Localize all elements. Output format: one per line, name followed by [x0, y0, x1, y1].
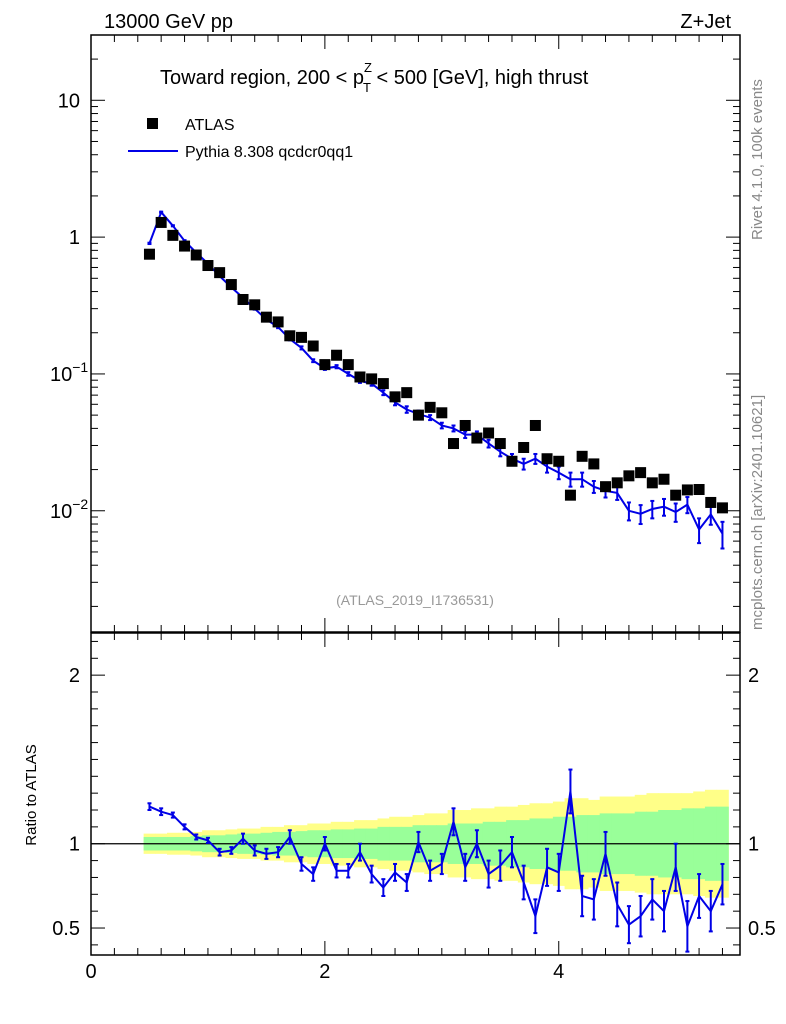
atlas-data-point: [366, 373, 378, 385]
atlas-data-point: [518, 441, 530, 453]
rivet-side-label: Rivet 4.1.0, 100k events: [749, 79, 766, 240]
atlas-data-point: [179, 240, 191, 252]
atlas-data-point: [155, 216, 167, 228]
ratio-ytick-label-right: 1: [748, 834, 759, 856]
atlas-data-point: [553, 455, 565, 467]
atlas-data-point: [307, 340, 319, 352]
atlas-data-point: [635, 467, 647, 479]
atlas-data-point: [459, 419, 471, 431]
atlas-data-point: [272, 316, 284, 328]
legend-pythia-label: Pythia 8.308 qcdcr0qq1: [185, 144, 353, 161]
ratio-marks: [91, 768, 740, 953]
atlas-data-point: [588, 458, 600, 470]
atlas-data-point: [471, 432, 483, 444]
ratio-axes: 2 21 10.5 0.50 2 4: [52, 633, 776, 983]
atlas-data-point: [284, 330, 296, 342]
atlas-data-point: [576, 450, 588, 462]
atlas-data-point: [412, 409, 424, 421]
atlas-data-point: [658, 473, 670, 485]
analysis-watermark: (ATLAS_2019_I1736531): [336, 592, 494, 608]
main-ytick-label: 1: [69, 227, 80, 249]
atlas-data-point: [295, 331, 307, 343]
atlas-data-point: [646, 477, 658, 489]
atlas-data-point: [436, 407, 448, 419]
atlas-data-point: [237, 293, 249, 305]
atlas-data-point: [670, 489, 682, 501]
atlas-data-point: [623, 470, 635, 482]
process-label: Z+Jet: [680, 11, 731, 33]
atlas-data-point: [693, 484, 705, 496]
atlas-data-point: [225, 279, 237, 291]
ratio-xtick-label: 4: [553, 961, 564, 983]
atlas-data-point: [249, 299, 261, 311]
atlas-data-point: [681, 484, 693, 496]
atlas-data-point: [377, 378, 389, 390]
atlas-data-point: [331, 349, 343, 361]
atlas-data-point: [600, 481, 612, 493]
atlas-data-point: [190, 249, 202, 261]
main-ytick-label: 10−1: [50, 359, 88, 386]
atlas-data-point: [342, 359, 354, 371]
ratio-ylabel: Ratio to ATLAS: [23, 744, 40, 845]
main-ytick-label: 10−2: [50, 496, 88, 523]
atlas-data-point: [483, 427, 495, 439]
atlas-data-point: [202, 260, 214, 272]
legend-atlas-marker: [147, 118, 158, 129]
main-axes: 10 1 10−1 10−2: [50, 34, 740, 632]
ratio-xtick-label: 2: [319, 961, 330, 983]
main-panel: (ATLAS_2019_I1736531) 10 1 10−1 10−2 Toward…: [50, 34, 741, 633]
atlas-data-point: [143, 248, 155, 260]
energy-label: 13000 GeV pp: [104, 11, 233, 33]
atlas-data-point: [214, 267, 226, 279]
ratio-ytick-label: 1: [69, 834, 80, 856]
atlas-data-point: [448, 438, 460, 450]
atlas-data-point: [260, 311, 272, 323]
atlas-data-point: [319, 359, 331, 371]
ratio-frame: [90, 632, 741, 956]
atlas-data-point: [354, 371, 366, 383]
ratio-ytick-label-right: 2: [748, 665, 759, 687]
ratio-ytick-label: 0.5: [52, 918, 80, 940]
atlas-data-point: [529, 419, 541, 431]
atlas-data-point: [564, 489, 576, 501]
ratio-ytick-label: 2: [69, 665, 80, 687]
mcplots-side-label: mcplots.cern.ch [arXiv:2401.10621]: [749, 395, 766, 630]
atlas-data-point: [389, 391, 401, 403]
ratio-ytick-label-right: 0.5: [748, 918, 776, 940]
main-frame: [90, 34, 741, 633]
main-marks: [143, 210, 728, 550]
atlas-data-point: [611, 477, 623, 489]
atlas-data-point: [401, 387, 413, 399]
atlas-data-point: [705, 496, 717, 508]
chart-title: Toward region, 200 < pZ T < 500 [GeV], hi…: [160, 60, 589, 95]
ratio-pythia-line: [149, 791, 724, 930]
pythia-line: [148, 210, 724, 535]
atlas-data-point: [494, 438, 506, 450]
main-ytick-label: 10: [58, 90, 80, 112]
atlas-data-point: [167, 229, 179, 241]
ratio-xtick-label: 0: [85, 961, 96, 983]
atlas-data-point: [716, 502, 728, 514]
ratio-panel: 2 21 10.5 0.50 2 4 Ratio to ATLAS: [23, 632, 776, 983]
atlas-data-point: [541, 453, 553, 465]
atlas-data-point: [506, 455, 518, 467]
legend-atlas-label: ATLAS: [185, 117, 235, 134]
atlas-data-point: [424, 401, 436, 413]
